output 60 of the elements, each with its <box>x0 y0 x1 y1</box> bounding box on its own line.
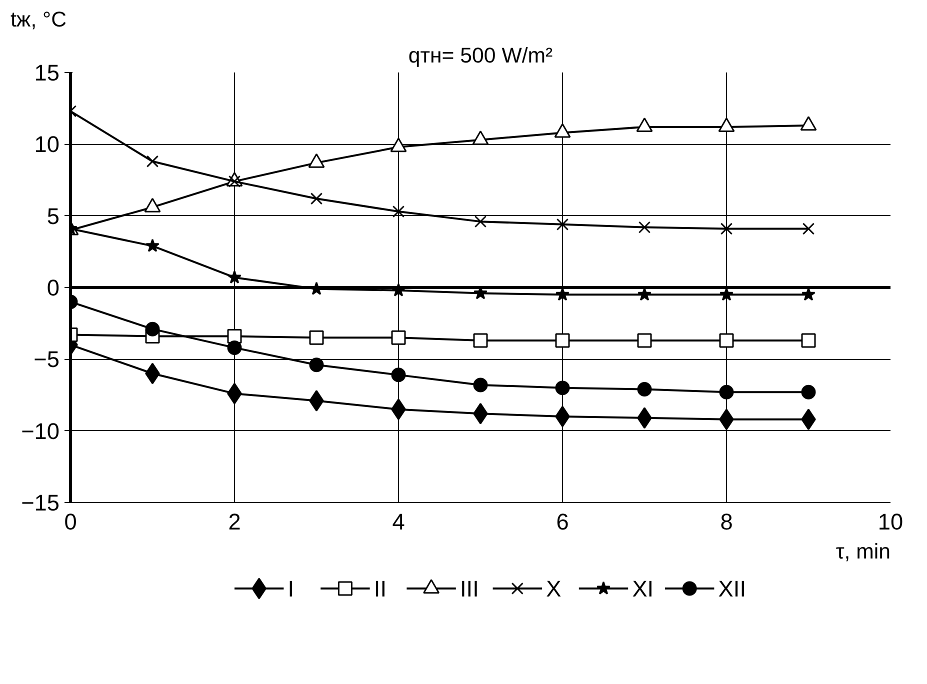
y-tick-label: 15 <box>34 60 60 86</box>
point <box>636 118 653 132</box>
point <box>391 330 406 345</box>
point <box>719 384 734 400</box>
point <box>390 138 407 152</box>
legend-label: III <box>460 576 479 602</box>
legend-label: I <box>288 576 294 602</box>
point <box>145 322 160 336</box>
point <box>146 155 159 168</box>
point <box>309 358 324 372</box>
x-tick-label: 8 <box>720 508 733 534</box>
y-tick-label: 5 <box>46 202 60 229</box>
point <box>554 123 571 138</box>
point <box>227 340 242 355</box>
y-tick-label: 0 <box>46 274 60 300</box>
x-tick-label: 4 <box>392 508 405 534</box>
point <box>637 333 652 348</box>
point <box>473 333 488 348</box>
point <box>556 287 570 301</box>
point <box>474 216 487 228</box>
point <box>637 382 652 397</box>
point <box>802 287 816 301</box>
y-tick-label: −15 <box>21 490 60 516</box>
point <box>802 222 815 235</box>
x-axis-title: τ, min <box>836 540 891 564</box>
point <box>718 118 735 132</box>
point <box>800 116 817 131</box>
point <box>308 153 325 168</box>
point <box>720 287 734 301</box>
x-tick-label: 10 <box>878 508 904 534</box>
y-tick-label: −10 <box>21 418 60 444</box>
point <box>310 192 323 205</box>
x-tick-label: 6 <box>556 508 569 534</box>
point <box>228 270 242 284</box>
legend-label: X <box>546 576 562 602</box>
point <box>638 221 651 234</box>
point <box>555 380 570 396</box>
legend-label: XI <box>632 576 654 602</box>
x-tick-label: 2 <box>228 508 241 534</box>
y-axis-title: tж, °C <box>10 8 66 32</box>
point <box>555 333 570 348</box>
legend-label: II <box>374 576 386 602</box>
point <box>801 384 816 400</box>
legend-label: XII <box>718 576 746 602</box>
point <box>392 205 405 218</box>
y-tick-label: −5 <box>34 346 60 372</box>
point <box>309 330 324 345</box>
chart-title: qтн= 500 W/m² <box>408 44 553 68</box>
point <box>472 130 489 145</box>
point <box>556 218 569 230</box>
point <box>146 238 160 252</box>
point <box>638 287 652 301</box>
point <box>473 378 488 392</box>
point <box>391 368 406 382</box>
point <box>720 222 733 235</box>
point <box>801 333 816 348</box>
x-tick-label: 0 <box>64 508 77 534</box>
y-tick-label: 10 <box>34 131 60 158</box>
point <box>144 198 161 212</box>
point <box>719 333 734 348</box>
